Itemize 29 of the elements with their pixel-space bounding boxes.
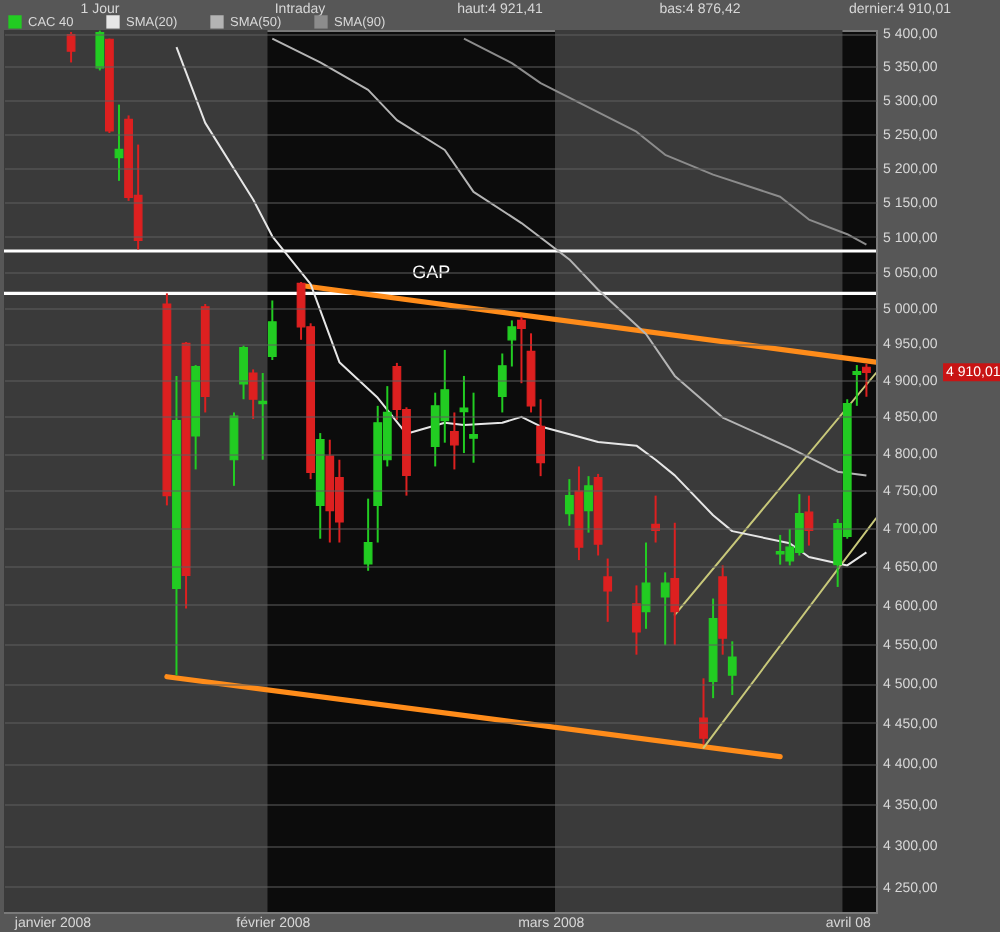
candlestick: [603, 557, 613, 623]
candlestick: [536, 398, 546, 478]
candlestick: [804, 494, 814, 547]
candlestick: [564, 478, 574, 527]
annotation: GAP: [412, 262, 451, 283]
candlestick: [497, 352, 507, 414]
candlestick: [248, 368, 258, 421]
candlestick: [517, 315, 526, 385]
candlestick: [363, 497, 373, 572]
candlestick: [258, 372, 268, 461]
candlestick: [699, 677, 708, 746]
candlestick: [449, 411, 459, 471]
line-series: [175, 46, 868, 567]
line-series: [462, 37, 868, 246]
candlestick: [66, 30, 76, 64]
candlestick: [632, 584, 641, 656]
candlestick: [862, 363, 871, 398]
candlestick: [507, 319, 517, 368]
candlestick: [670, 521, 680, 647]
candlestick: [584, 475, 593, 534]
candlestick: [239, 344, 248, 401]
candlestick: [459, 374, 469, 455]
candlestick: [95, 29, 105, 72]
candlestick: [660, 571, 670, 647]
candlestick: [727, 640, 737, 696]
candlestick: [469, 391, 478, 464]
line-series: [271, 37, 868, 477]
candlestick: [852, 364, 862, 407]
candlestick: [267, 299, 277, 361]
